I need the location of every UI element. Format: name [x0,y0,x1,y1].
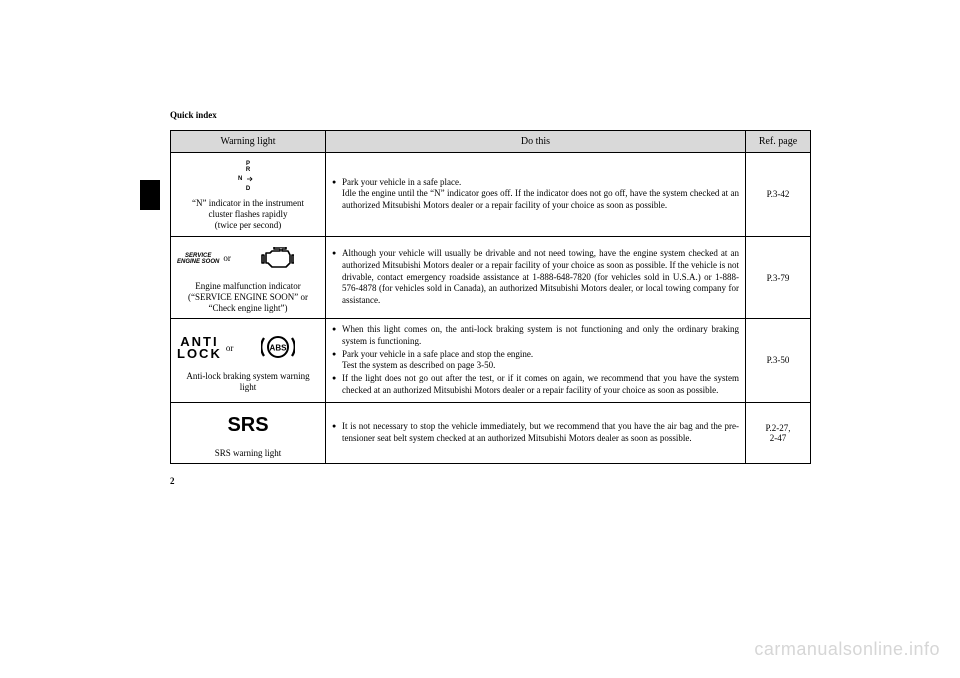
anti-line: LOCK [177,348,222,360]
abs-icon: ABS [261,333,295,361]
watermark: carmanualsonline.info [754,639,940,660]
srs-icon: SRS [177,413,319,438]
icon-caption: Engine malfunction indicator [177,281,319,292]
or-label: or [226,343,234,354]
do-lead: Park your vehicle in a safe place and st… [342,349,533,359]
icon-cell-srs: SRS SRS warning light [171,402,326,463]
do-cell: When this light comes on, the anti-lock … [326,319,746,402]
table-row: SERVICE ENGINE SOON or Engine malfunctio… [171,236,811,319]
ref-text: 2-47 [770,433,787,443]
do-lead: It is not necessary to stop the vehicle … [342,421,739,443]
do-cell: It is not necessary to stop the vehicle … [326,402,746,463]
header-do-this: Do this [326,131,746,153]
side-tab [140,180,160,210]
do-cell: Park your vehicle in a safe place. Idle … [326,153,746,237]
table-row: PR N D “N” indicator in the instrument c… [171,153,811,237]
icon-caption: “Check engine light”) [177,303,319,314]
prnd-icon: PR N D [238,161,258,192]
do-lead: When this light comes on, the anti-lock … [342,324,739,346]
do-item: If the light does not go out after the t… [332,373,739,396]
icon-caption: light [177,382,319,393]
do-item: Park your vehicle in a safe place. Idle … [332,177,739,212]
do-item: When this light comes on, the anti-lock … [332,324,739,347]
ref-cell: P.2-27, 2-47 [746,402,811,463]
do-cont: Test the system as described on page 3-5… [342,360,739,372]
page-content: Quick index Warning light Do this Ref. p… [170,110,810,486]
do-lead: Park your vehicle in a safe place. [342,177,461,187]
abs-text: ABS [270,344,288,353]
table-row: ANTI LOCK or ABS Anti-lock braking syste… [171,319,811,402]
warning-table: Warning light Do this Ref. page PR N [170,130,811,464]
do-item: Park your vehicle in a safe place and st… [332,349,739,372]
icon-caption: (twice per second) [177,220,319,231]
ref-text: P.2-27, [765,423,790,433]
ref-cell: P.3-79 [746,236,811,319]
icon-cell-n-indicator: PR N D “N” indicator in the instrument c… [171,153,326,237]
or-label: or [223,253,231,264]
do-item: Although your vehicle will usually be dr… [332,248,739,306]
icon-caption: cluster flashes rapidly [177,209,319,220]
service-engine-soon-icon: SERVICE ENGINE SOON [177,253,219,265]
page-number: 2 [170,476,810,486]
do-cont: Idle the engine until the “N” indicator … [342,188,739,211]
header-ref-page: Ref. page [746,131,811,153]
anti-lock-text-icon: ANTI LOCK [177,336,222,361]
check-engine-icon [260,247,294,269]
section-title: Quick index [170,110,810,120]
header-warning-light: Warning light [171,131,326,153]
table-row: SRS SRS warning light It is not necessar… [171,402,811,463]
do-cell: Although your vehicle will usually be dr… [326,236,746,319]
icon-cell-engine: SERVICE ENGINE SOON or Engine malfunctio… [171,236,326,319]
icon-caption: (“SERVICE ENGINE SOON” or [177,292,319,303]
table-header-row: Warning light Do this Ref. page [171,131,811,153]
ref-cell: P.3-50 [746,319,811,402]
icon-caption: “N” indicator in the instrument [177,198,319,209]
icon-cell-abs: ANTI LOCK or ABS Anti-lock braking syste… [171,319,326,402]
ref-cell: P.3-42 [746,153,811,237]
icon-caption: SRS warning light [177,448,319,459]
do-item: It is not necessary to stop the vehicle … [332,421,739,444]
do-lead: Although your vehicle will usually be dr… [342,248,739,305]
svc-line: ENGINE SOON [177,259,219,265]
do-lead: If the light does not go out after the t… [342,373,739,395]
n-arrow-icon [247,176,255,182]
icon-caption: Anti-lock braking system warning [177,371,319,382]
